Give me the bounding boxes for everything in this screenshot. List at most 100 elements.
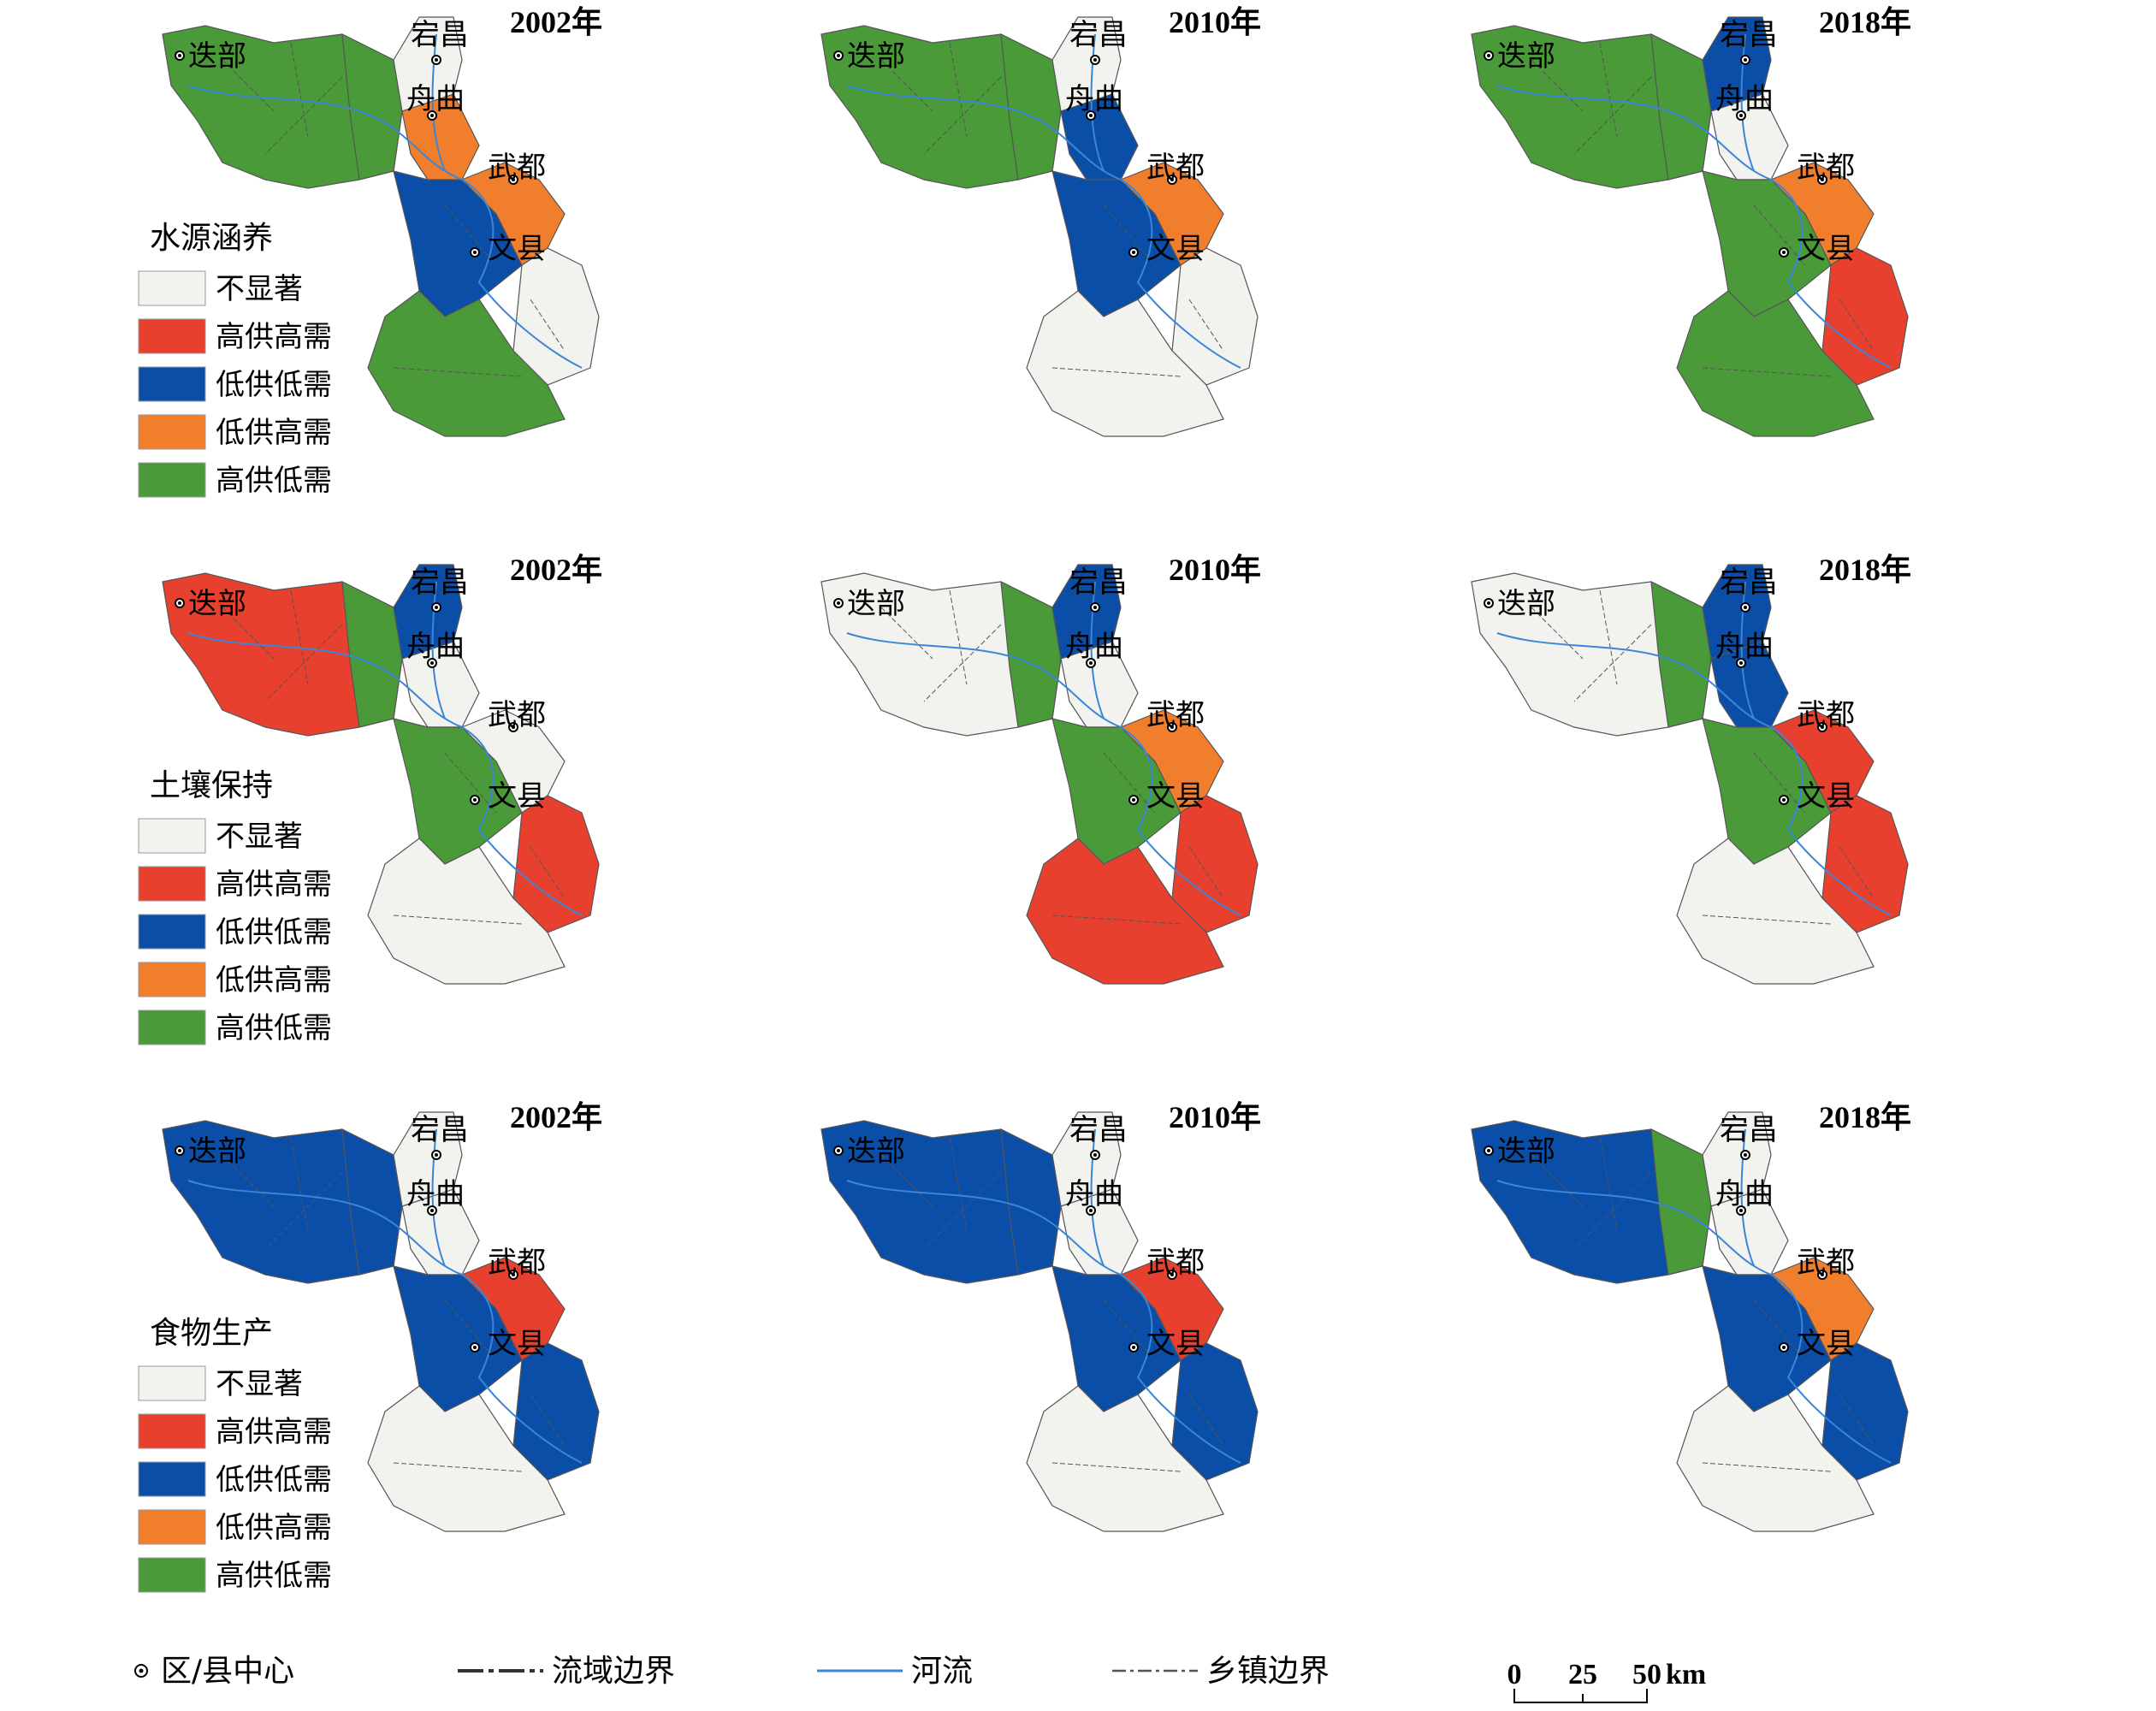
county-center-dot	[473, 251, 477, 254]
city-label-diebu: 迭部	[847, 1134, 905, 1169]
panel-year: 2018年	[1819, 5, 1911, 39]
city-label-wudu: 武都	[1146, 698, 1205, 732]
county-center-dot	[1821, 725, 1824, 729]
region-south_low	[1676, 1385, 1875, 1532]
region-south_low	[1026, 838, 1224, 985]
county-center-dot	[1132, 251, 1135, 254]
city-label-zhouqu: 舟曲	[1715, 630, 1774, 664]
region-wudu_area	[1769, 709, 1875, 814]
city-label-dangchang: 宕昌	[411, 565, 469, 600]
legend-swatch-high_supply_high_demand	[138, 866, 206, 902]
county-center-dot	[178, 54, 181, 57]
city-label-wenxian: 文县	[488, 1327, 546, 1361]
city-label-wenxian: 文县	[1146, 232, 1205, 266]
river	[1496, 581, 1892, 916]
county-center-dot	[1744, 606, 1747, 609]
city-label-wudu: 武都	[1146, 151, 1205, 185]
legend-swatch-low_supply_high_demand	[138, 414, 206, 450]
county-center-dot	[1739, 661, 1743, 665]
region-south_low	[367, 838, 566, 985]
legends: 水源涵养不显著高供高需低供低需低供高需高供低需土壤保持不显著高供高需低供低需低供…	[138, 221, 332, 1593]
panel-year: 2018年	[1819, 553, 1911, 587]
panel-year: 2010年	[1169, 553, 1261, 587]
legend-label-low_supply_high_demand: 低供高需	[216, 1511, 332, 1545]
city-label-diebu: 迭部	[188, 587, 246, 621]
legend-label-low_supply_high_demand: 低供高需	[216, 416, 332, 450]
river	[1496, 33, 1892, 369]
city-label-wudu: 武都	[488, 698, 546, 732]
region-wudu_area	[460, 162, 566, 266]
scale-tick-1: 25	[1568, 1659, 1597, 1690]
county-center-dot	[435, 606, 438, 609]
city-label-dangchang: 宕昌	[1069, 1113, 1128, 1147]
legend-swatch-high_supply_low_demand	[138, 1009, 206, 1045]
legend-label-low_supply_low_demand: 低供低需	[216, 915, 332, 950]
county-center-dot	[1821, 1273, 1824, 1276]
county-center-dot	[1170, 725, 1174, 729]
county-center-dot	[430, 661, 434, 665]
city-label-zhouqu: 舟曲	[1065, 630, 1123, 664]
region-wudu_area	[460, 1257, 566, 1361]
region-south_low	[367, 290, 566, 437]
legend-swatch-low_supply_high_demand	[138, 962, 206, 998]
panel-year: 2002年	[510, 5, 602, 39]
city-label-wenxian: 文县	[1797, 232, 1855, 266]
county-center-dot	[1739, 1209, 1743, 1212]
county-center-dot	[1093, 606, 1097, 609]
county-center-dot	[139, 1668, 144, 1673]
county-center-dot	[430, 114, 434, 117]
city-label-wudu: 武都	[1146, 1246, 1205, 1280]
township-boundaries	[880, 42, 1224, 377]
city-label-zhouqu: 舟曲	[406, 1177, 465, 1211]
city-label-diebu: 迭部	[847, 587, 905, 621]
legend-label-high_supply_low_demand: 高供低需	[216, 1011, 332, 1045]
region-south_low	[367, 1385, 566, 1532]
city-label-dangchang: 宕昌	[1720, 565, 1778, 600]
panel-year: 2010年	[1169, 5, 1261, 39]
city-label-zhouqu: 舟曲	[1065, 1177, 1123, 1211]
county-center-dot	[1821, 178, 1824, 181]
county-center-dot	[1744, 1153, 1747, 1157]
scale-tick-0: 0	[1507, 1659, 1522, 1690]
county-center-dot	[1782, 251, 1786, 254]
county-center-dot	[837, 54, 840, 57]
county-center-dot	[512, 178, 515, 181]
panel-year: 2018年	[1819, 1100, 1911, 1134]
region-wudu_area	[1769, 162, 1875, 266]
county-center-dot	[1093, 58, 1097, 62]
map-panels: 2002年迭部宕昌舟曲武都文县2010年迭部宕昌舟曲武都文县2018年迭部宕昌舟…	[162, 5, 1911, 1532]
county-center-dot	[1132, 798, 1135, 802]
city-label-wenxian: 文县	[1146, 779, 1205, 814]
legend-basin-boundary: 流域边界	[552, 1654, 675, 1689]
legend-title: 土壤保持	[150, 768, 273, 803]
township-boundaries	[1531, 1137, 1875, 1472]
county-center-dot	[1132, 1346, 1135, 1349]
county-center-dot	[430, 1209, 434, 1212]
city-label-wudu: 武都	[488, 151, 546, 185]
river	[846, 1128, 1241, 1464]
township-boundaries	[222, 1137, 566, 1472]
county-center-dot	[1089, 1209, 1093, 1212]
county-center-dot	[1093, 1153, 1097, 1157]
scale-tick-2: 50	[1632, 1659, 1661, 1690]
legend-label-low_supply_low_demand: 低供低需	[216, 1463, 332, 1497]
legend-title: 水源涵养	[150, 221, 273, 256]
city-label-wenxian: 文县	[1146, 1327, 1205, 1361]
county-center-dot	[1170, 1273, 1174, 1276]
legend-county-center: 区/县中心	[161, 1654, 294, 1689]
county-center-dot	[1487, 1149, 1490, 1152]
county-center-dot	[1487, 54, 1490, 57]
bottom-legend: 区/县中心 流域边界 河流 乡镇边界 0 25 50 km	[134, 1654, 1706, 1703]
city-label-diebu: 迭部	[1497, 39, 1555, 74]
city-label-diebu: 迭部	[1497, 1134, 1555, 1169]
county-center-dot	[1782, 798, 1786, 802]
township-boundaries	[1531, 589, 1875, 925]
